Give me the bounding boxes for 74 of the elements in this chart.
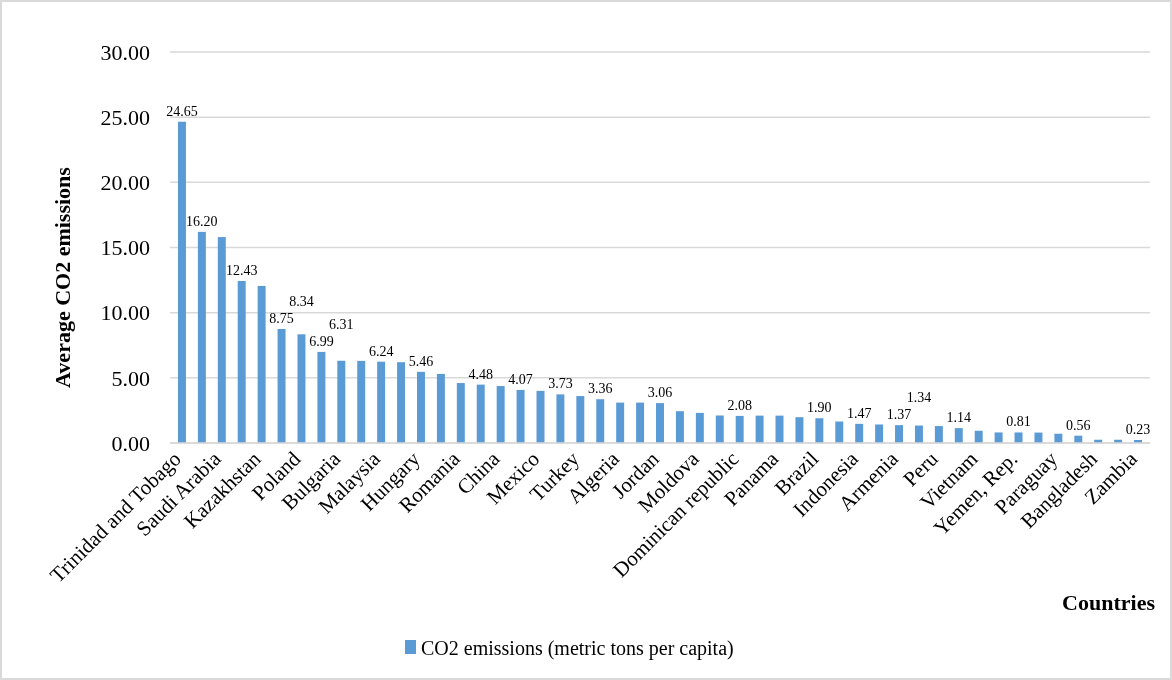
bar xyxy=(914,425,923,443)
bar xyxy=(357,360,366,443)
y-tick-label: 25.00 xyxy=(100,104,150,130)
data-label: 4.48 xyxy=(468,366,493,382)
bar xyxy=(277,328,286,443)
data-label: 5.46 xyxy=(408,353,434,369)
data-label: 1.90 xyxy=(807,400,832,416)
bar xyxy=(695,412,704,443)
data-label: 0.81 xyxy=(1006,414,1031,430)
data-label: 1.37 xyxy=(886,407,912,423)
data-label: 3.36 xyxy=(587,381,613,397)
bar xyxy=(377,361,386,443)
bar xyxy=(855,423,864,443)
bar xyxy=(436,373,445,443)
bar xyxy=(815,418,824,443)
bar xyxy=(177,121,186,443)
bar xyxy=(197,231,206,443)
bar xyxy=(735,415,744,443)
y-tick-label: 0.00 xyxy=(111,430,150,456)
bar xyxy=(875,424,884,443)
bar xyxy=(217,237,226,443)
bar xyxy=(496,386,505,443)
bar xyxy=(257,285,266,443)
bar xyxy=(1014,432,1023,443)
x-axis-title: Countries xyxy=(1062,590,1156,615)
data-label: 8.75 xyxy=(269,310,294,326)
data-label: 0.56 xyxy=(1066,417,1091,433)
bar xyxy=(715,415,724,443)
bar xyxy=(596,399,605,443)
data-label: 1.34 xyxy=(906,390,932,406)
bar xyxy=(755,415,764,443)
bar xyxy=(476,384,485,443)
bar xyxy=(616,402,625,443)
bar xyxy=(954,428,963,443)
y-tick-label: 30.00 xyxy=(100,39,150,65)
bar xyxy=(516,389,525,443)
data-label: 1.14 xyxy=(946,410,972,426)
y-tick-label: 10.00 xyxy=(100,300,150,326)
bar xyxy=(974,430,983,443)
bar xyxy=(895,425,904,443)
bar xyxy=(934,426,943,443)
bar xyxy=(675,411,684,443)
y-tick-label: 5.00 xyxy=(111,365,150,391)
data-label: 6.99 xyxy=(309,333,334,349)
data-label: 4.07 xyxy=(508,371,533,387)
data-label: 1.47 xyxy=(846,405,872,421)
bar xyxy=(994,432,1003,443)
bar xyxy=(835,421,844,443)
y-axis-title: Average CO2 emissions xyxy=(50,166,75,388)
data-label: 16.20 xyxy=(186,213,218,229)
bar xyxy=(636,402,645,443)
data-label: 3.06 xyxy=(647,385,673,401)
data-label: 0.23 xyxy=(1125,422,1151,437)
bar xyxy=(456,383,465,443)
data-label: 24.65 xyxy=(166,103,198,119)
data-label: 3.73 xyxy=(548,376,573,392)
bar xyxy=(337,360,346,443)
bar xyxy=(297,334,306,443)
bar xyxy=(795,417,804,443)
data-label: 2.08 xyxy=(727,397,752,413)
legend-label: CO2 emissions (metric tons per capita) xyxy=(421,637,734,660)
data-label: 6.24 xyxy=(368,343,394,359)
bar xyxy=(416,371,425,443)
bar xyxy=(656,403,664,443)
bar xyxy=(237,281,246,443)
data-label: 8.34 xyxy=(289,293,314,309)
data-label: 6.31 xyxy=(329,316,354,332)
data-label: 12.43 xyxy=(225,263,258,278)
bar xyxy=(556,394,565,443)
bar xyxy=(317,351,326,443)
bar xyxy=(576,396,585,443)
y-tick-label: 15.00 xyxy=(100,235,150,261)
bar xyxy=(397,362,406,443)
y-tick-label: 20.00 xyxy=(100,170,150,196)
